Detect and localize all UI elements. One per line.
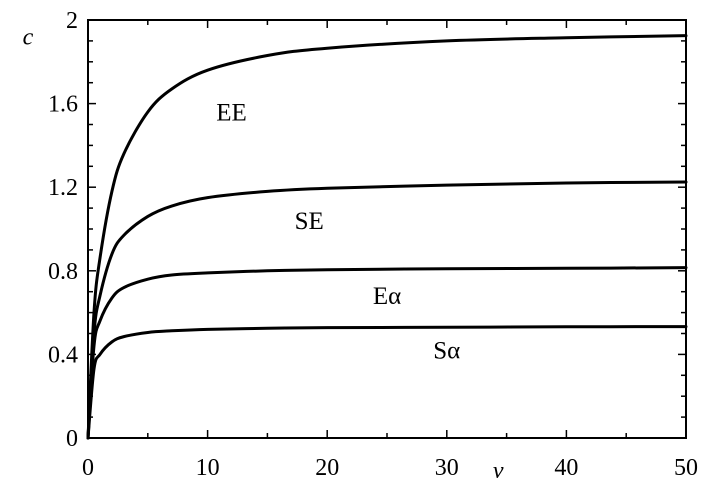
series-annotation: Sα [433,338,460,365]
x-tick-label: 30 [435,455,459,481]
series-annotation: EE [216,99,247,126]
x-tick-label: 40 [554,455,578,481]
plot-area [87,19,687,439]
series-annotation: Eα [373,283,401,310]
series-line-se [86,180,688,440]
y-axis-ticks: 0 0.4 0.8 1.2 1.6 2 [48,8,686,452]
x-axis-ticks: 0 10 20 30 40 50 [82,20,698,481]
y-tick-label: 1.6 [48,92,78,118]
series-line-s- [86,325,688,440]
y-axis-label: c [23,25,34,51]
series-line-e- [86,266,688,440]
x-tick-label: 0 [82,455,94,481]
x-tick-label: 50 [674,455,698,481]
y-tick-label: 0.8 [48,259,78,285]
series-line-ee [86,34,688,440]
plot-frame [87,19,687,439]
y-tick-label: 1.2 [48,175,78,201]
y-tick-label: 0 [66,426,78,452]
x-tick-label: 10 [196,455,220,481]
series-annotations: EE SE Eα Sα [216,99,460,364]
x-tick-label: 20 [315,455,339,481]
x-axis-label: v [493,458,504,484]
series-lines [86,34,688,440]
series-annotation: SE [295,208,324,235]
y-tick-label: 0.4 [48,342,78,368]
y-tick-label: 2 [66,8,78,34]
